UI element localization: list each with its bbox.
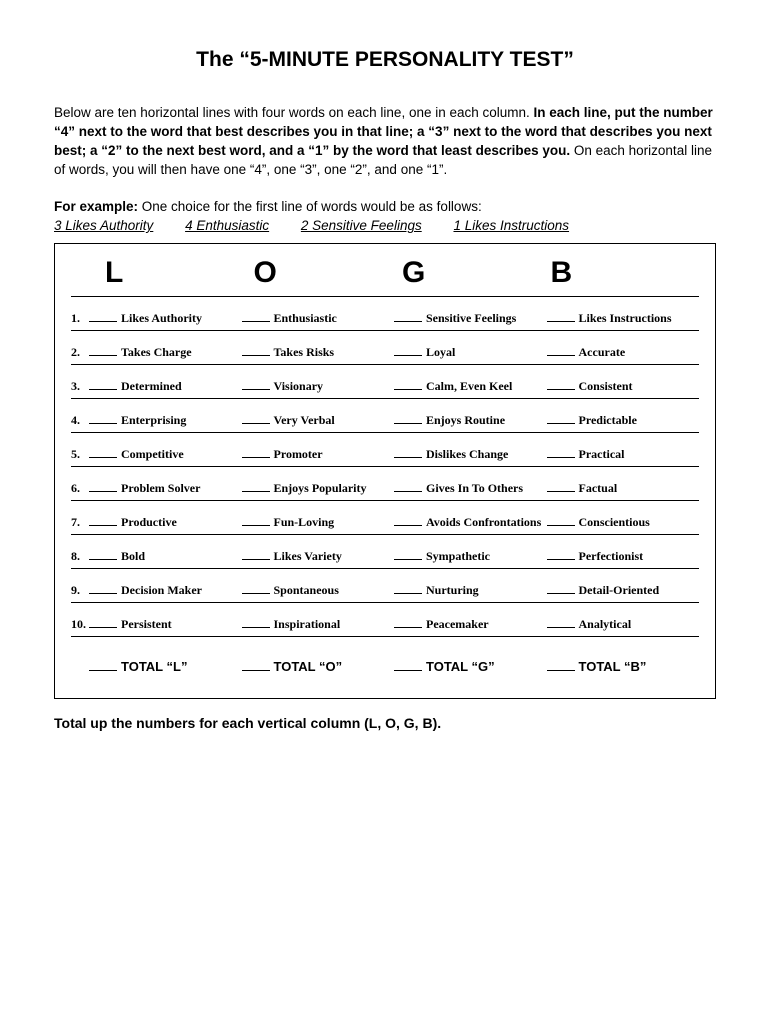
word-row: 9.Decision MakerSpontaneousNurturingDeta… bbox=[71, 569, 699, 602]
totals-row: TOTAL “L” TOTAL “O” TOTAL “G” TOTAL “B” bbox=[71, 637, 699, 678]
row-number: 4. bbox=[71, 413, 89, 428]
word-row: 5.CompetitivePromoterDislikes ChangePrac… bbox=[71, 433, 699, 466]
word-cell-b[interactable]: Analytical bbox=[547, 617, 700, 632]
row-number: 9. bbox=[71, 583, 89, 598]
word-cell-b[interactable]: Practical bbox=[547, 447, 700, 462]
word-cell-o[interactable]: Likes Variety bbox=[242, 549, 395, 564]
example-choice-d: 1 Likes Instructions bbox=[453, 218, 569, 233]
example-choice-c: 2 Sensitive Feelings bbox=[301, 218, 422, 233]
row-number: 8. bbox=[71, 549, 89, 564]
word-cell-g[interactable]: Nurturing bbox=[394, 583, 547, 598]
header-o: O bbox=[254, 256, 403, 290]
word-cell-l[interactable]: Takes Charge bbox=[89, 345, 242, 360]
row-number: 10. bbox=[71, 617, 89, 632]
word-row: 7.ProductiveFun-LovingAvoids Confrontati… bbox=[71, 501, 699, 534]
example-choice-a: 3 Likes Authority bbox=[54, 218, 153, 233]
row-number: 7. bbox=[71, 515, 89, 530]
word-cell-l[interactable]: Enterprising bbox=[89, 413, 242, 428]
word-cell-g[interactable]: Peacemaker bbox=[394, 617, 547, 632]
word-row: 10.PersistentInspirationalPeacemakerAnal… bbox=[71, 603, 699, 636]
word-cell-b[interactable]: Detail-Oriented bbox=[547, 583, 700, 598]
word-row: 3.DeterminedVisionaryCalm, Even KeelCons… bbox=[71, 365, 699, 398]
word-cell-o[interactable]: Inspirational bbox=[242, 617, 395, 632]
row-number: 5. bbox=[71, 447, 89, 462]
word-cell-o[interactable]: Enthusiastic bbox=[242, 311, 395, 326]
word-cell-l[interactable]: Decision Maker bbox=[89, 583, 242, 598]
word-cell-o[interactable]: Fun-Loving bbox=[242, 515, 395, 530]
total-l[interactable]: TOTAL “L” bbox=[89, 659, 242, 674]
example-intro: For example: One choice for the first li… bbox=[54, 198, 716, 217]
word-cell-g[interactable]: Sensitive Feelings bbox=[394, 311, 547, 326]
word-cell-b[interactable]: Predictable bbox=[547, 413, 700, 428]
word-cell-b[interactable]: Perfectionist bbox=[547, 549, 700, 564]
row-number: 1. bbox=[71, 311, 89, 326]
word-cell-o[interactable]: Spontaneous bbox=[242, 583, 395, 598]
word-cell-l[interactable]: Competitive bbox=[89, 447, 242, 462]
word-cell-g[interactable]: Gives In To Others bbox=[394, 481, 547, 496]
word-row: 4.EnterprisingVery VerbalEnjoys RoutineP… bbox=[71, 399, 699, 432]
word-cell-b[interactable]: Conscientious bbox=[547, 515, 700, 530]
column-headers: L O G B bbox=[71, 252, 699, 296]
total-g[interactable]: TOTAL “G” bbox=[394, 659, 547, 674]
header-g: G bbox=[402, 256, 551, 290]
word-cell-l[interactable]: Productive bbox=[89, 515, 242, 530]
word-cell-o[interactable]: Enjoys Popularity bbox=[242, 481, 395, 496]
word-cell-g[interactable]: Avoids Confrontations bbox=[394, 515, 547, 530]
total-o[interactable]: TOTAL “O” bbox=[242, 659, 395, 674]
word-cell-l[interactable]: Determined bbox=[89, 379, 242, 394]
word-cell-l[interactable]: Likes Authority bbox=[89, 311, 242, 326]
word-cell-g[interactable]: Calm, Even Keel bbox=[394, 379, 547, 394]
row-number: 2. bbox=[71, 345, 89, 360]
row-number: 6. bbox=[71, 481, 89, 496]
word-row: 2.Takes ChargeTakes RisksLoyalAccurate bbox=[71, 331, 699, 364]
word-cell-l[interactable]: Bold bbox=[89, 549, 242, 564]
row-number: 3. bbox=[71, 379, 89, 394]
instructions-text: Below are ten horizontal lines with four… bbox=[54, 104, 716, 180]
word-cell-l[interactable]: Problem Solver bbox=[89, 481, 242, 496]
word-cell-b[interactable]: Factual bbox=[547, 481, 700, 496]
test-grid: L O G B 1.Likes AuthorityEnthusiasticSen… bbox=[54, 243, 716, 699]
word-row: 1.Likes AuthorityEnthusiasticSensitive F… bbox=[71, 297, 699, 330]
header-b: B bbox=[551, 256, 700, 290]
footer-instruction: Total up the numbers for each vertical c… bbox=[54, 715, 716, 731]
word-cell-o[interactable]: Promoter bbox=[242, 447, 395, 462]
word-cell-b[interactable]: Accurate bbox=[547, 345, 700, 360]
word-cell-l[interactable]: Persistent bbox=[89, 617, 242, 632]
word-cell-o[interactable]: Very Verbal bbox=[242, 413, 395, 428]
word-cell-g[interactable]: Sympathetic bbox=[394, 549, 547, 564]
word-row: 6.Problem SolverEnjoys PopularityGives I… bbox=[71, 467, 699, 500]
page-title: The “5-MINUTE PERSONALITY TEST” bbox=[54, 48, 716, 72]
example-choice-b: 4 Enthusiastic bbox=[185, 218, 269, 233]
word-cell-g[interactable]: Enjoys Routine bbox=[394, 413, 547, 428]
word-cell-b[interactable]: Consistent bbox=[547, 379, 700, 394]
word-cell-o[interactable]: Takes Risks bbox=[242, 345, 395, 360]
word-cell-g[interactable]: Dislikes Change bbox=[394, 447, 547, 462]
header-l: L bbox=[105, 256, 254, 290]
word-cell-o[interactable]: Visionary bbox=[242, 379, 395, 394]
example-line: 3 Likes Authority 4 Enthusiastic 2 Sensi… bbox=[54, 218, 716, 233]
word-cell-g[interactable]: Loyal bbox=[394, 345, 547, 360]
word-row: 8.BoldLikes VarietySympatheticPerfection… bbox=[71, 535, 699, 568]
word-cell-b[interactable]: Likes Instructions bbox=[547, 311, 700, 326]
total-b[interactable]: TOTAL “B” bbox=[547, 659, 700, 674]
